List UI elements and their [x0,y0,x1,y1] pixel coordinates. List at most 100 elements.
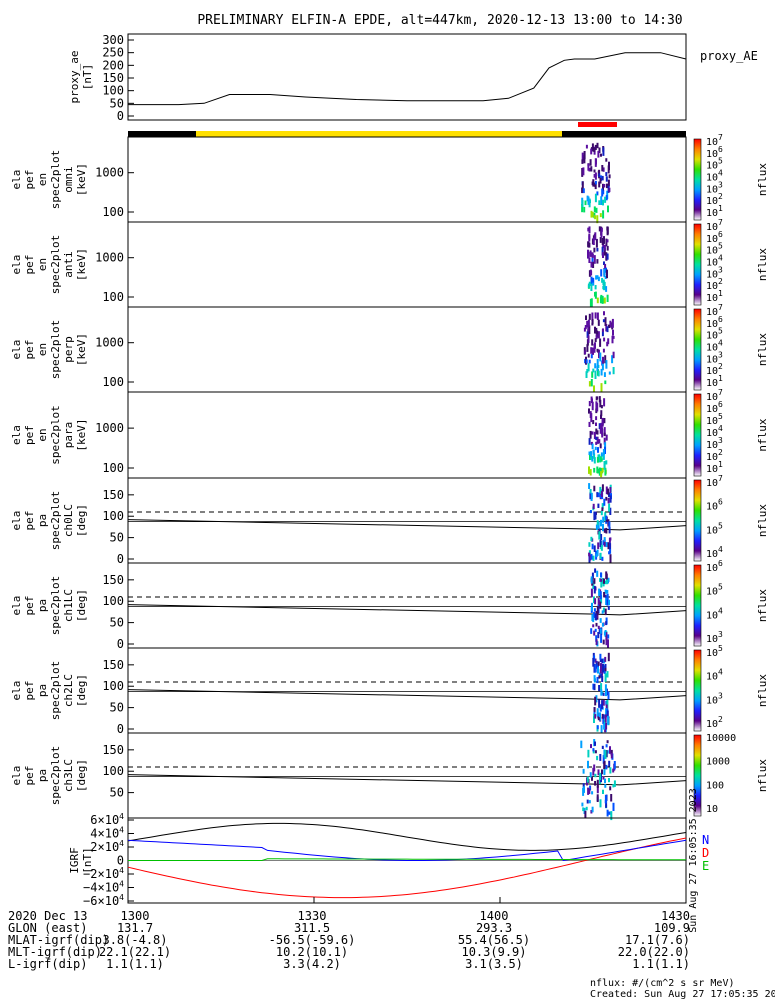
igrf-legend-E: E [702,859,709,873]
igrf-ytick-label: 6×104 [90,812,124,827]
omni-heatmap-pixel [598,181,601,188]
perp-heatmap-pixel [604,355,607,364]
para-heatmap-pixel [605,460,608,465]
ch0LC-heatmap-pixel [589,554,592,561]
perp-heatmap-pixel [612,367,615,375]
ch3LC-heatmap-pixel [599,772,602,781]
ch1LC-heatmap-pixel [595,639,598,645]
para-heatmap-pixel [591,401,594,411]
anti-heatmap-pixel [603,281,606,291]
omni-ylabel: omni [62,166,75,193]
orbit-table-value: 1400 [480,909,509,923]
para-ylabel: en [36,428,49,441]
ch1LC-heatmap-pixel [604,580,607,585]
ch1LC-heatmap-pixel [606,593,609,601]
ch0LC-heatmap-pixel [596,492,599,498]
perp-ylabel: perp [62,336,75,363]
omni-heatmap-pixel [608,187,611,193]
ch0LC-heatmap-pixel [589,489,592,494]
perp-heatmap-pixel [588,313,591,320]
anti-heatmap-pixel [588,233,591,242]
perp-heatmap-pixel [590,379,593,387]
anti-heatmap-pixel [603,261,605,265]
igrf-ytick-label: 0 [117,854,124,868]
ch0LC-heatmap-pixel [607,497,610,504]
anti-cbar-label: 102 [706,277,723,292]
ch1LC-heatmap-pixel [592,617,595,623]
orbit-table-value: 1300 [121,909,150,923]
para-heatmap-pixel [592,449,595,455]
ch0LC-ytick-label: 150 [102,488,124,502]
anti-heatmap-pixel [591,282,594,286]
created-stamp: Created: Sun Aug 27 17:05:35 2023 [590,989,775,1000]
para-cbar-label: 107 [706,388,723,403]
ch2LC-heatmap-pixel [605,708,608,716]
anti-heatmap-pixel [601,278,604,283]
ch2LC-heatmap-pixel [593,716,595,723]
perp-heatmap-pixel [604,317,607,326]
omni-heatmap-pixel [607,205,609,213]
ch1LC-ylabel: [deg] [75,589,88,622]
anti-heatmap-pixel [603,236,605,244]
omni-heatmap-pixel [602,183,604,191]
ch1LC-heatmap-pixel [605,632,608,641]
perp-heatmap-pixel [591,312,594,322]
ch2LC-heatmap-pixel [595,660,598,669]
anti-heatmap-pixel [606,253,609,260]
perp-heatmap-pixel [605,360,608,369]
perp-heatmap-pixel [594,370,597,379]
ch1LC-heatmap-pixel [603,631,606,636]
para-heatmap-pixel [598,454,601,463]
omni-heatmap-pixel [584,200,587,206]
para-heatmap-pixel [600,452,603,457]
perp-heatmap-pixel [591,319,594,324]
igrf-legend-D: D [702,846,709,860]
ch3LC-heatmap-pixel [588,800,591,804]
anti-heatmap-pixel [598,226,601,232]
ch1LC-heatmap-pixel [605,617,608,625]
ch1LC-heatmap-pixel [594,568,597,573]
anti-heatmap-pixel [602,252,604,258]
ch2LC-heatmap-pixel [603,723,606,730]
ch0LC-heatmap-pixel [601,556,604,561]
ch0LC-heatmap [588,483,612,563]
para-heatmap-pixel [600,458,603,462]
ch2LC-heatmap-pixel [594,658,597,663]
ch2LC-heatmap-pixel [607,691,610,700]
orbit-table-value: 131.7 [117,921,153,935]
para-ylabel: [keV] [75,418,88,451]
ch2LC-heatmap-pixel [596,725,599,730]
para-heatmap-pixel [603,398,606,407]
ch3LC-heatmap-pixel [592,767,595,776]
ch1LC-heatmap-pixel [597,632,600,639]
ch0LC-heatmap-pixel [594,511,597,520]
perp-heatmap-pixel [612,351,615,359]
perp-heatmap-pixel [587,326,590,332]
anti-heatmap-pixel [606,294,609,302]
perp-heatmap-pixel [605,324,608,332]
para-heatmap-pixel [605,434,608,441]
anti-ylabel: [keV] [75,248,88,281]
perp-cbar-label: 105 [706,327,723,342]
ch0LC-ylabel: spec2plot [49,491,62,551]
ch3LC-cbar-label: 1000 [706,757,730,768]
ch3LC-heatmap-pixel [596,785,599,794]
figure-title: PRELIMINARY ELFIN-A EPDE, alt=447km, 202… [197,13,682,28]
ch0LC-heatmap-pixel [603,498,606,506]
sunlit-bar [196,131,562,137]
para-heatmap-pixel [593,431,596,440]
ch2LC-heatmap-pixel [602,714,605,719]
omni-heatmap-pixel [603,184,606,188]
ch3LC-heatmap-pixel [582,783,585,788]
ch1LC-heatmap-pixel [599,628,602,634]
ch3LC-heatmap-pixel [584,810,587,818]
para-heatmap-pixel [599,443,602,449]
perp-cbar-label: 107 [706,303,723,318]
anti-heatmap-pixel [595,275,598,280]
ch1LC-heatmap-pixel [599,578,601,582]
para-heatmap-pixel [600,414,602,419]
omni-cbar-label: 102 [706,192,723,207]
proxy-ae-ytick-label: 100 [102,84,124,98]
ch0LC-heatmap-pixel [609,554,612,563]
anti-cbar-title: nflux [756,248,769,281]
